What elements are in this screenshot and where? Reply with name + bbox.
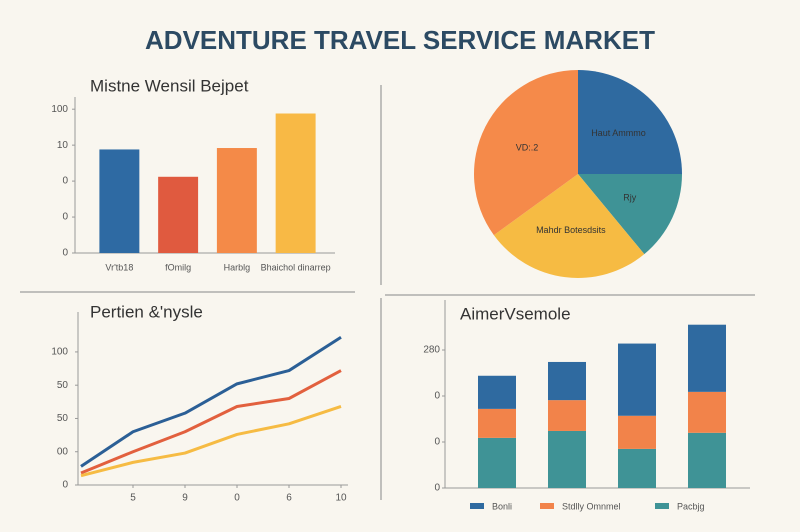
bar-segment <box>618 343 656 416</box>
bar-segment <box>478 408 516 438</box>
y-tick-label: 10 <box>57 140 69 151</box>
x-tick-label: 9 <box>182 493 188 504</box>
bar-segment <box>548 430 586 488</box>
legend-swatch <box>540 503 554 509</box>
y-tick-label: 50 <box>57 413 69 424</box>
chart-title: AimerVsemole <box>460 304 571 323</box>
y-tick-label: 0 <box>434 437 440 448</box>
y-tick-label: 50 <box>57 380 69 391</box>
chart-title: Mistne Wensil Bejpet <box>90 76 249 95</box>
bar <box>99 149 140 253</box>
y-tick-label: 100 <box>51 347 68 358</box>
bar <box>275 113 316 253</box>
pie-slice <box>578 70 682 174</box>
y-tick-label: 100 <box>51 104 68 115</box>
bar-segment <box>688 391 726 433</box>
x-tick-label: Bhaichol dinarrep <box>261 262 331 272</box>
legend-swatch <box>655 503 669 509</box>
bar-segment <box>478 437 516 488</box>
y-tick-label: 0 <box>62 248 68 259</box>
y-tick-label: 0 <box>434 483 440 494</box>
page-title: ADVENTURE TRAVEL SERVICE MARKET <box>145 25 655 55</box>
bar-segment <box>548 361 586 401</box>
bar <box>216 148 257 253</box>
line-series <box>80 405 342 478</box>
x-tick-label: Harblg <box>224 262 251 272</box>
x-tick-label: 10 <box>335 493 347 504</box>
slice-label: Mahdr Botesdsits <box>536 225 606 235</box>
slice-label: VD:.2 <box>516 142 539 152</box>
x-tick-label: 6 <box>286 493 292 504</box>
x-tick-label: Vr'tb18 <box>105 262 133 272</box>
bar-segment <box>548 400 586 431</box>
pie-slice <box>474 70 578 236</box>
pie-slice <box>493 174 645 278</box>
line-series <box>80 369 342 475</box>
bar-segment <box>618 415 656 449</box>
legend-label: Bonli <box>492 501 512 511</box>
legend-swatch <box>470 503 484 509</box>
bar-segment <box>618 448 656 488</box>
bar-segment <box>478 375 516 409</box>
y-tick-label: 0 <box>62 212 68 223</box>
legend-label: Stdlly Omnmel <box>562 501 621 511</box>
chart-title: Pertien &'nysle <box>90 302 203 321</box>
slice-label: Rjy <box>623 193 636 203</box>
legend-label: Pacbjg <box>677 501 705 511</box>
y-tick-label: 0 <box>434 391 440 402</box>
bar-segment <box>688 324 726 392</box>
x-tick-label: 0 <box>234 493 240 504</box>
y-tick-label: 0 <box>62 480 68 491</box>
y-tick-label: 280 <box>423 345 440 356</box>
line-series <box>80 336 342 468</box>
bar <box>158 176 199 253</box>
pie-slice <box>578 174 682 255</box>
y-tick-label: 00 <box>57 446 69 457</box>
x-tick-label: 5 <box>130 493 136 504</box>
y-tick-label: 0 <box>62 176 68 187</box>
x-tick-label: fOmilg <box>165 262 191 272</box>
slice-label: Haut Ammmo <box>591 128 646 138</box>
bar-segment <box>688 432 726 488</box>
